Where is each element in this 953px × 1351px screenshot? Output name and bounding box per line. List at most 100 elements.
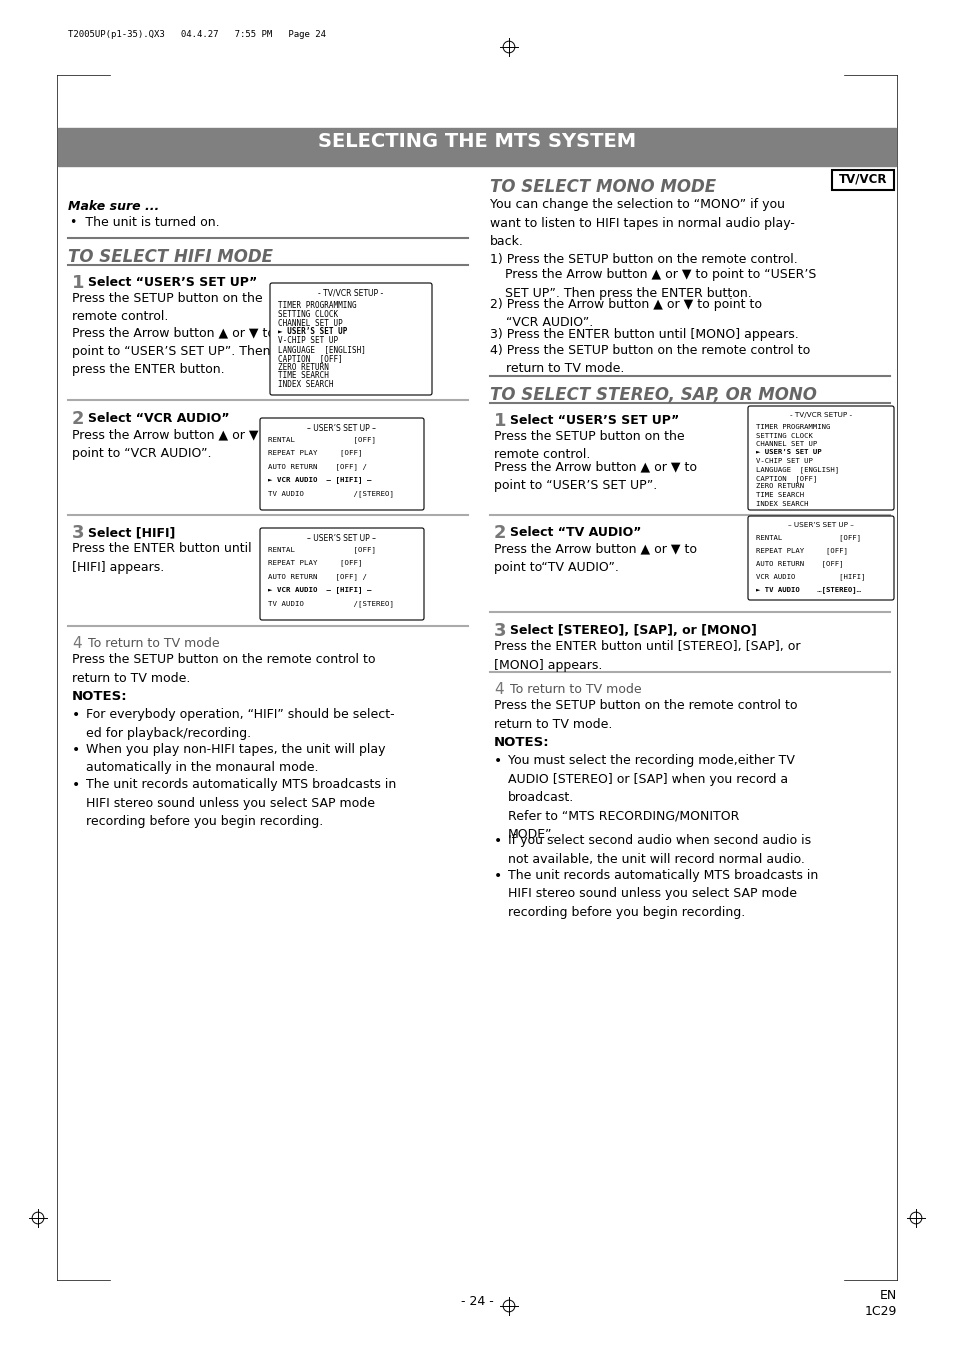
Text: 4: 4	[71, 636, 82, 651]
Text: RENTAL             [OFF]: RENTAL [OFF]	[268, 436, 375, 443]
Text: •: •	[71, 708, 80, 721]
Text: You can change the selection to “MONO” if you
want to listen to HIFI tapes in no: You can change the selection to “MONO” i…	[490, 199, 794, 249]
Text: Press the SETUP button on the
remote control.: Press the SETUP button on the remote con…	[71, 292, 262, 323]
Text: REPEAT PLAY     [OFF]: REPEAT PLAY [OFF]	[268, 559, 362, 566]
Text: You must select the recording mode,either TV
AUDIO [STEREO] or [SAP] when you re: You must select the recording mode,eithe…	[507, 754, 794, 842]
Text: •: •	[494, 834, 501, 848]
Text: – USER’S SET UP –: – USER’S SET UP –	[787, 521, 853, 528]
FancyBboxPatch shape	[260, 417, 423, 509]
Text: 4: 4	[494, 682, 503, 697]
Text: – USER’S SET UP –: – USER’S SET UP –	[307, 424, 376, 434]
Text: TIME SEARCH: TIME SEARCH	[755, 492, 803, 499]
FancyBboxPatch shape	[747, 516, 893, 600]
Text: Press the Arrow button ▲ or ▼ to
point to“TV AUDIO”.: Press the Arrow button ▲ or ▼ to point t…	[494, 542, 697, 574]
Text: 2: 2	[494, 524, 506, 542]
Text: Press the SETUP button on the remote control to
return to TV mode.: Press the SETUP button on the remote con…	[71, 653, 375, 685]
Text: V-CHIP SET UP: V-CHIP SET UP	[277, 336, 337, 346]
Text: CAPTION  [OFF]: CAPTION [OFF]	[755, 476, 817, 482]
Text: - TV/VCR SETUP -: - TV/VCR SETUP -	[318, 289, 383, 299]
Text: ZERO RETURN: ZERO RETURN	[277, 362, 329, 372]
Text: TV/VCR: TV/VCR	[838, 172, 886, 185]
Text: Press the Arrow button ▲ or ▼ to
point to “USER’S SET UP”.: Press the Arrow button ▲ or ▼ to point t…	[494, 459, 697, 492]
FancyBboxPatch shape	[747, 407, 893, 509]
Text: TV AUDIO           /[STEREO]: TV AUDIO /[STEREO]	[268, 600, 394, 607]
Text: ZERO RETURN: ZERO RETURN	[755, 484, 803, 489]
Text: The unit records automatically MTS broadcasts in
HIFI stereo sound unless you se: The unit records automatically MTS broad…	[507, 869, 818, 919]
Text: NOTES:: NOTES:	[71, 690, 128, 703]
Text: Select “USER’S SET UP”: Select “USER’S SET UP”	[88, 276, 257, 289]
Text: To return to TV mode: To return to TV mode	[88, 638, 219, 650]
Text: SETTING CLOCK: SETTING CLOCK	[277, 309, 337, 319]
Text: Press the Arrow button ▲ or ▼ to
point to “USER’S SET UP”. Then
press the ENTER : Press the Arrow button ▲ or ▼ to point t…	[71, 326, 274, 376]
Text: Press the ENTER button until
[HIFI] appears.: Press the ENTER button until [HIFI] appe…	[71, 542, 252, 574]
Text: TO SELECT HIFI MODE: TO SELECT HIFI MODE	[68, 249, 273, 266]
Text: 4) Press the SETUP button on the remote control to
    return to TV mode.: 4) Press the SETUP button on the remote …	[490, 345, 809, 376]
Text: - TV/VCR SETUP -: - TV/VCR SETUP -	[789, 412, 851, 417]
Text: CAPTION  [OFF]: CAPTION [OFF]	[277, 354, 342, 363]
Text: ► USER’S SET UP: ► USER’S SET UP	[755, 450, 821, 455]
Text: Press the SETUP button on the
remote control.: Press the SETUP button on the remote con…	[494, 430, 684, 462]
Text: INDEX SEARCH: INDEX SEARCH	[277, 380, 334, 389]
FancyBboxPatch shape	[260, 528, 423, 620]
Text: RENTAL             [OFF]: RENTAL [OFF]	[755, 534, 861, 540]
Text: •: •	[71, 778, 80, 792]
Text: Make sure ...: Make sure ...	[68, 200, 159, 213]
Text: •: •	[494, 754, 501, 767]
Text: TIMER PROGRAMMING: TIMER PROGRAMMING	[755, 424, 829, 430]
Text: REPEAT PLAY     [OFF]: REPEAT PLAY [OFF]	[268, 450, 362, 457]
Text: V-CHIP SET UP: V-CHIP SET UP	[755, 458, 812, 463]
Text: CHANNEL SET UP: CHANNEL SET UP	[277, 319, 342, 327]
Text: Press the SETUP button on the remote control to
return to TV mode.: Press the SETUP button on the remote con…	[494, 698, 797, 731]
Text: 3: 3	[71, 524, 85, 542]
Text: 3: 3	[494, 621, 506, 640]
Text: Press the Arrow button ▲ or ▼ to point to “USER’S
SET UP”. Then press the ENTER : Press the Arrow button ▲ or ▼ to point t…	[504, 267, 816, 300]
Text: If you select second audio when second audio is
not available, the unit will rec: If you select second audio when second a…	[507, 834, 810, 866]
Text: ► VCR AUDIO  – [HIFI] –: ► VCR AUDIO – [HIFI] –	[268, 586, 371, 593]
Text: •  The unit is turned on.: • The unit is turned on.	[70, 216, 219, 230]
Text: VCR AUDIO          [HIFI]: VCR AUDIO [HIFI]	[755, 573, 864, 580]
Text: 1) Press the SETUP button on the remote control.: 1) Press the SETUP button on the remote …	[490, 253, 797, 266]
Text: 1C29: 1C29	[863, 1305, 896, 1319]
Text: 2) Press the Arrow button ▲ or ▼ to point to
    “VCR AUDIO”.: 2) Press the Arrow button ▲ or ▼ to poin…	[490, 299, 761, 330]
Text: For everybody operation, “HIFI” should be select-
ed for playback/recording.: For everybody operation, “HIFI” should b…	[86, 708, 395, 739]
Text: LANGUAGE  [ENGLISH]: LANGUAGE [ENGLISH]	[755, 466, 839, 473]
Text: 1: 1	[71, 274, 85, 292]
Text: SETTING CLOCK: SETTING CLOCK	[755, 432, 812, 439]
Text: AUTO RETURN    [OFF]: AUTO RETURN [OFF]	[755, 561, 842, 567]
FancyBboxPatch shape	[270, 282, 432, 394]
Text: To return to TV mode: To return to TV mode	[510, 684, 641, 696]
Text: NOTES:: NOTES:	[494, 736, 549, 748]
Text: T2005UP(p1-35).QX3   04.4.27   7:55 PM   Page 24: T2005UP(p1-35).QX3 04.4.27 7:55 PM Page …	[68, 30, 326, 39]
Bar	[58, 128, 895, 166]
Text: Press the Arrow button ▲ or ▼ to
point to “VCR AUDIO”.: Press the Arrow button ▲ or ▼ to point t…	[71, 428, 274, 459]
Text: INDEX SEARCH: INDEX SEARCH	[755, 500, 807, 507]
Text: •: •	[71, 743, 80, 757]
Text: The unit records automatically MTS broadcasts in
HIFI stereo sound unless you se: The unit records automatically MTS broad…	[86, 778, 395, 828]
Text: 2: 2	[71, 409, 85, 428]
Text: Select [HIFI]: Select [HIFI]	[88, 526, 175, 539]
Text: – USER’S SET UP –: – USER’S SET UP –	[307, 534, 376, 543]
Text: Select “USER’S SET UP”: Select “USER’S SET UP”	[510, 413, 679, 427]
Text: Press the ENTER button until [STEREO], [SAP], or
[MONO] appears.: Press the ENTER button until [STEREO], […	[494, 640, 800, 671]
Text: When you play non-HIFI tapes, the unit will play
automatically in the monaural m: When you play non-HIFI tapes, the unit w…	[86, 743, 385, 774]
Text: AUTO RETURN    [OFF] /: AUTO RETURN [OFF] /	[268, 463, 367, 470]
Text: ► VCR AUDIO  – [HIFI] –: ► VCR AUDIO – [HIFI] –	[268, 477, 371, 484]
Text: ► TV AUDIO    …[STEREO]…: ► TV AUDIO …[STEREO]…	[755, 586, 861, 593]
Text: TO SELECT STEREO, SAP, OR MONO: TO SELECT STEREO, SAP, OR MONO	[490, 386, 816, 404]
Text: 3) Press the ENTER button until [MONO] appears.: 3) Press the ENTER button until [MONO] a…	[490, 328, 798, 340]
Text: AUTO RETURN    [OFF] /: AUTO RETURN [OFF] /	[268, 573, 367, 580]
Text: TV AUDIO           /[STEREO]: TV AUDIO /[STEREO]	[268, 490, 394, 497]
Text: Select “TV AUDIO”: Select “TV AUDIO”	[510, 526, 640, 539]
Bar	[831, 170, 893, 190]
Text: 1: 1	[494, 412, 506, 430]
Text: TO SELECT MONO MODE: TO SELECT MONO MODE	[490, 178, 716, 196]
Text: LANGUAGE  [ENGLISH]: LANGUAGE [ENGLISH]	[277, 345, 366, 354]
Text: SELECTING THE MTS SYSTEM: SELECTING THE MTS SYSTEM	[317, 132, 636, 151]
Text: RENTAL             [OFF]: RENTAL [OFF]	[268, 546, 375, 553]
Text: TIME SEARCH: TIME SEARCH	[277, 372, 329, 381]
Text: - 24 -: - 24 -	[460, 1296, 493, 1308]
Text: •: •	[494, 869, 501, 884]
Text: CHANNEL SET UP: CHANNEL SET UP	[755, 440, 817, 447]
Text: EN: EN	[879, 1289, 896, 1302]
Text: Select “VCR AUDIO”: Select “VCR AUDIO”	[88, 412, 230, 426]
